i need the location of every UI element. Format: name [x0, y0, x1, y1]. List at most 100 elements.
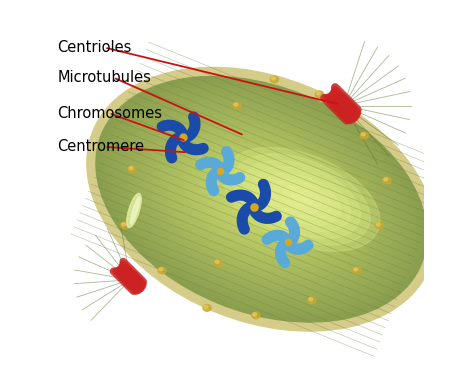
Ellipse shape	[176, 136, 347, 263]
Ellipse shape	[242, 185, 281, 214]
Ellipse shape	[154, 119, 369, 279]
Ellipse shape	[101, 80, 421, 318]
Ellipse shape	[173, 134, 350, 265]
Ellipse shape	[104, 83, 419, 316]
Ellipse shape	[253, 167, 351, 232]
Ellipse shape	[223, 147, 380, 251]
Ellipse shape	[308, 297, 316, 304]
Ellipse shape	[109, 87, 413, 312]
Text: Microtubules: Microtubules	[57, 70, 151, 85]
Ellipse shape	[143, 111, 380, 287]
Ellipse shape	[190, 146, 333, 253]
Ellipse shape	[272, 77, 275, 80]
Ellipse shape	[148, 115, 374, 283]
Ellipse shape	[253, 193, 270, 206]
Ellipse shape	[231, 177, 292, 222]
Ellipse shape	[384, 178, 388, 181]
Ellipse shape	[204, 305, 208, 308]
Ellipse shape	[234, 103, 238, 106]
Ellipse shape	[282, 186, 321, 212]
Ellipse shape	[228, 174, 294, 224]
Ellipse shape	[198, 152, 325, 246]
Ellipse shape	[233, 102, 241, 109]
Ellipse shape	[234, 179, 289, 220]
Ellipse shape	[126, 99, 396, 300]
Text: Chromosomes: Chromosomes	[57, 106, 162, 121]
Ellipse shape	[151, 117, 372, 281]
Ellipse shape	[96, 76, 427, 322]
Ellipse shape	[354, 268, 357, 271]
Ellipse shape	[237, 180, 286, 218]
Ellipse shape	[162, 126, 361, 273]
Ellipse shape	[87, 67, 436, 331]
Ellipse shape	[315, 91, 324, 98]
Ellipse shape	[170, 132, 352, 267]
Ellipse shape	[167, 130, 355, 269]
Ellipse shape	[209, 160, 314, 238]
Ellipse shape	[292, 193, 311, 206]
Ellipse shape	[361, 133, 365, 136]
Ellipse shape	[158, 267, 166, 274]
Ellipse shape	[159, 123, 364, 275]
Ellipse shape	[165, 127, 358, 271]
Ellipse shape	[220, 168, 303, 230]
Ellipse shape	[206, 158, 317, 240]
Text: Centrioles: Centrioles	[57, 40, 132, 55]
Ellipse shape	[179, 138, 344, 261]
Ellipse shape	[247, 189, 275, 210]
Ellipse shape	[245, 187, 278, 212]
Ellipse shape	[129, 101, 394, 297]
Ellipse shape	[273, 180, 331, 219]
Ellipse shape	[203, 305, 211, 311]
Ellipse shape	[309, 298, 313, 301]
Ellipse shape	[123, 97, 399, 302]
Ellipse shape	[115, 91, 408, 308]
Ellipse shape	[214, 259, 222, 266]
Ellipse shape	[122, 223, 125, 226]
Ellipse shape	[107, 85, 416, 314]
Ellipse shape	[121, 95, 402, 303]
Ellipse shape	[146, 113, 377, 285]
Ellipse shape	[159, 268, 163, 271]
Ellipse shape	[127, 193, 141, 227]
Ellipse shape	[353, 267, 361, 274]
Ellipse shape	[214, 164, 309, 234]
Ellipse shape	[250, 191, 273, 208]
Ellipse shape	[383, 177, 391, 184]
Ellipse shape	[129, 167, 133, 170]
Ellipse shape	[130, 197, 140, 224]
Ellipse shape	[243, 161, 360, 238]
Ellipse shape	[239, 183, 283, 216]
Ellipse shape	[156, 121, 366, 277]
Ellipse shape	[203, 156, 319, 242]
Ellipse shape	[201, 154, 322, 244]
Ellipse shape	[159, 122, 163, 125]
Ellipse shape	[211, 162, 311, 236]
Ellipse shape	[120, 222, 129, 229]
Ellipse shape	[181, 140, 341, 259]
Ellipse shape	[112, 89, 410, 310]
Ellipse shape	[217, 166, 306, 232]
Ellipse shape	[225, 173, 297, 226]
Ellipse shape	[290, 241, 294, 244]
Ellipse shape	[360, 132, 368, 139]
Ellipse shape	[184, 142, 338, 257]
Ellipse shape	[99, 79, 424, 320]
Ellipse shape	[263, 173, 341, 225]
Ellipse shape	[187, 144, 336, 255]
Text: Centromere: Centromere	[57, 139, 144, 154]
Ellipse shape	[255, 195, 267, 203]
Ellipse shape	[158, 121, 166, 128]
Ellipse shape	[195, 150, 328, 249]
Ellipse shape	[375, 222, 383, 229]
Ellipse shape	[215, 260, 219, 263]
Ellipse shape	[223, 170, 300, 228]
Ellipse shape	[137, 107, 385, 291]
Ellipse shape	[140, 109, 383, 289]
Ellipse shape	[253, 313, 256, 316]
Ellipse shape	[289, 241, 297, 247]
Ellipse shape	[252, 312, 260, 319]
Ellipse shape	[270, 76, 279, 83]
Ellipse shape	[128, 166, 136, 173]
Ellipse shape	[192, 148, 330, 250]
